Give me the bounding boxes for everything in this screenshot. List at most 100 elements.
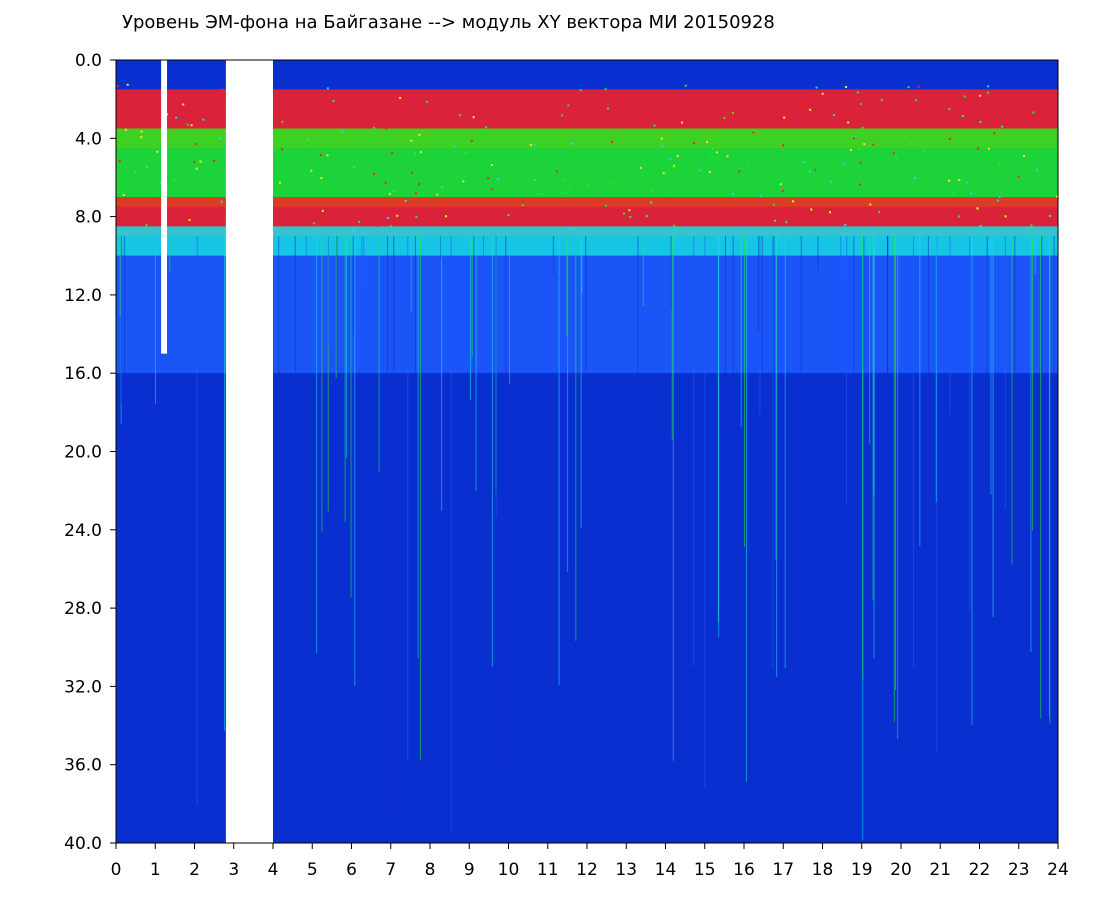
x-tick-label: 22 <box>969 860 991 880</box>
heatmap-speckle <box>218 137 221 140</box>
heatmap-speckle <box>998 162 1001 165</box>
heatmap-speckle <box>567 189 570 192</box>
heatmap-speckle <box>373 126 376 129</box>
heatmap-speckle <box>998 201 1001 204</box>
heatmap-speckle <box>863 143 866 146</box>
heatmap-speckle <box>880 98 883 101</box>
heatmap-speckle <box>310 169 313 172</box>
heatmap-speckle <box>660 137 663 140</box>
heatmap-speckle <box>145 224 148 227</box>
y-tick-label: 8.0 <box>75 208 102 228</box>
heatmap-speckle <box>948 138 951 141</box>
x-tick-label: 1 <box>150 860 161 880</box>
heatmap-speckle <box>116 85 119 88</box>
heatmap-speckle <box>951 192 954 195</box>
heatmap-speckle <box>976 147 979 150</box>
heatmap-speckle <box>830 180 833 183</box>
heatmap-speckle <box>390 225 393 228</box>
heatmap-speckle <box>662 172 665 175</box>
heatmap-speckle <box>948 179 951 182</box>
heatmap-speckle <box>202 110 205 113</box>
heatmap-speckle <box>425 100 428 103</box>
heatmap-speckle <box>518 94 521 97</box>
plot-area <box>115 59 1059 844</box>
heatmap-speckle <box>376 225 379 228</box>
heatmap-speckle <box>462 180 465 183</box>
x-tick-label: 20 <box>890 860 912 880</box>
heatmap-speckle <box>772 203 775 206</box>
x-tick-label: 21 <box>929 860 951 880</box>
heatmap-speckle <box>372 173 375 176</box>
x-tick-label: 9 <box>464 860 475 880</box>
heatmap-speckle <box>856 91 859 94</box>
heatmap-speckle <box>310 141 313 144</box>
heatmap-speckle <box>465 151 468 154</box>
heatmap-speckle <box>858 183 861 186</box>
heatmap-speckle <box>1035 169 1038 172</box>
heatmap-speckle <box>931 219 934 222</box>
heatmap-speckle <box>1030 224 1033 227</box>
x-tick-label: 3 <box>228 860 239 880</box>
heatmap-speckle <box>459 114 462 117</box>
heatmap-speckle <box>413 152 416 155</box>
heatmap-speckle <box>859 103 862 106</box>
x-tick-label: 6 <box>346 860 357 880</box>
heatmap-speckle <box>388 192 391 195</box>
heatmap-speckle <box>572 142 575 145</box>
heatmap-speckle <box>472 116 475 119</box>
x-tick-label: 23 <box>1008 860 1030 880</box>
heatmap-speckle <box>569 228 572 231</box>
y-tick-label: 28.0 <box>64 599 102 619</box>
heatmap-speckle <box>453 145 456 148</box>
heatmap-speckle <box>810 208 813 211</box>
heatmap-speckle <box>844 224 847 227</box>
heatmap-speckle <box>828 211 831 214</box>
heatmap-speckle <box>470 139 473 142</box>
heatmap-speckle <box>404 199 407 202</box>
heatmap-speckle <box>692 142 695 145</box>
heatmap-speckle <box>352 229 355 232</box>
heatmap-speckle <box>845 85 848 88</box>
heatmap-speckle <box>622 178 625 181</box>
heatmap-speckle <box>533 143 536 146</box>
heatmap-speckle <box>391 152 394 155</box>
x-tick-label: 18 <box>812 860 834 880</box>
heatmap-speckle <box>914 177 917 180</box>
heatmap-speckle <box>726 155 729 158</box>
y-tick-label: 40.0 <box>64 834 102 854</box>
heatmap-speckle <box>326 87 329 90</box>
heatmap-speckle <box>439 207 442 210</box>
heatmap-speckle <box>738 170 741 173</box>
y-tick-label: 12.0 <box>64 286 102 306</box>
heatmap-speckle <box>281 148 284 151</box>
y-tick-label: 36.0 <box>64 756 102 776</box>
heatmap-speckle <box>766 215 769 218</box>
heatmap-speckle <box>1017 175 1020 178</box>
heatmap-speckle <box>604 88 607 91</box>
x-tick-label: 12 <box>576 860 598 880</box>
heatmap-speckle <box>122 194 125 197</box>
x-tick-label: 2 <box>189 860 200 880</box>
heatmap-speckle <box>358 220 361 223</box>
heatmap-speckle <box>948 107 951 110</box>
heatmap-speckle <box>650 189 653 192</box>
heatmap-speckle <box>313 222 316 225</box>
heatmap-speckle <box>852 137 855 140</box>
heatmap-speckle <box>410 139 413 142</box>
x-tick-label: 8 <box>425 860 436 880</box>
heatmap-speckle <box>847 121 850 124</box>
heatmap-speckle <box>375 207 378 210</box>
heatmap-speckle <box>606 107 609 110</box>
heatmap-speckle <box>802 160 805 163</box>
heatmap-speckle <box>808 170 811 173</box>
heatmap-speckle <box>521 204 524 207</box>
heatmap-speckle <box>562 178 565 181</box>
x-tick-label: 11 <box>537 860 559 880</box>
heatmap-speckle <box>853 135 856 138</box>
heatmap-speckle <box>872 143 875 146</box>
heatmap-speckle <box>213 159 216 162</box>
heatmap-speckle <box>321 209 324 212</box>
heatmap-speckle <box>399 96 402 99</box>
heatmap-speckle <box>569 142 572 145</box>
